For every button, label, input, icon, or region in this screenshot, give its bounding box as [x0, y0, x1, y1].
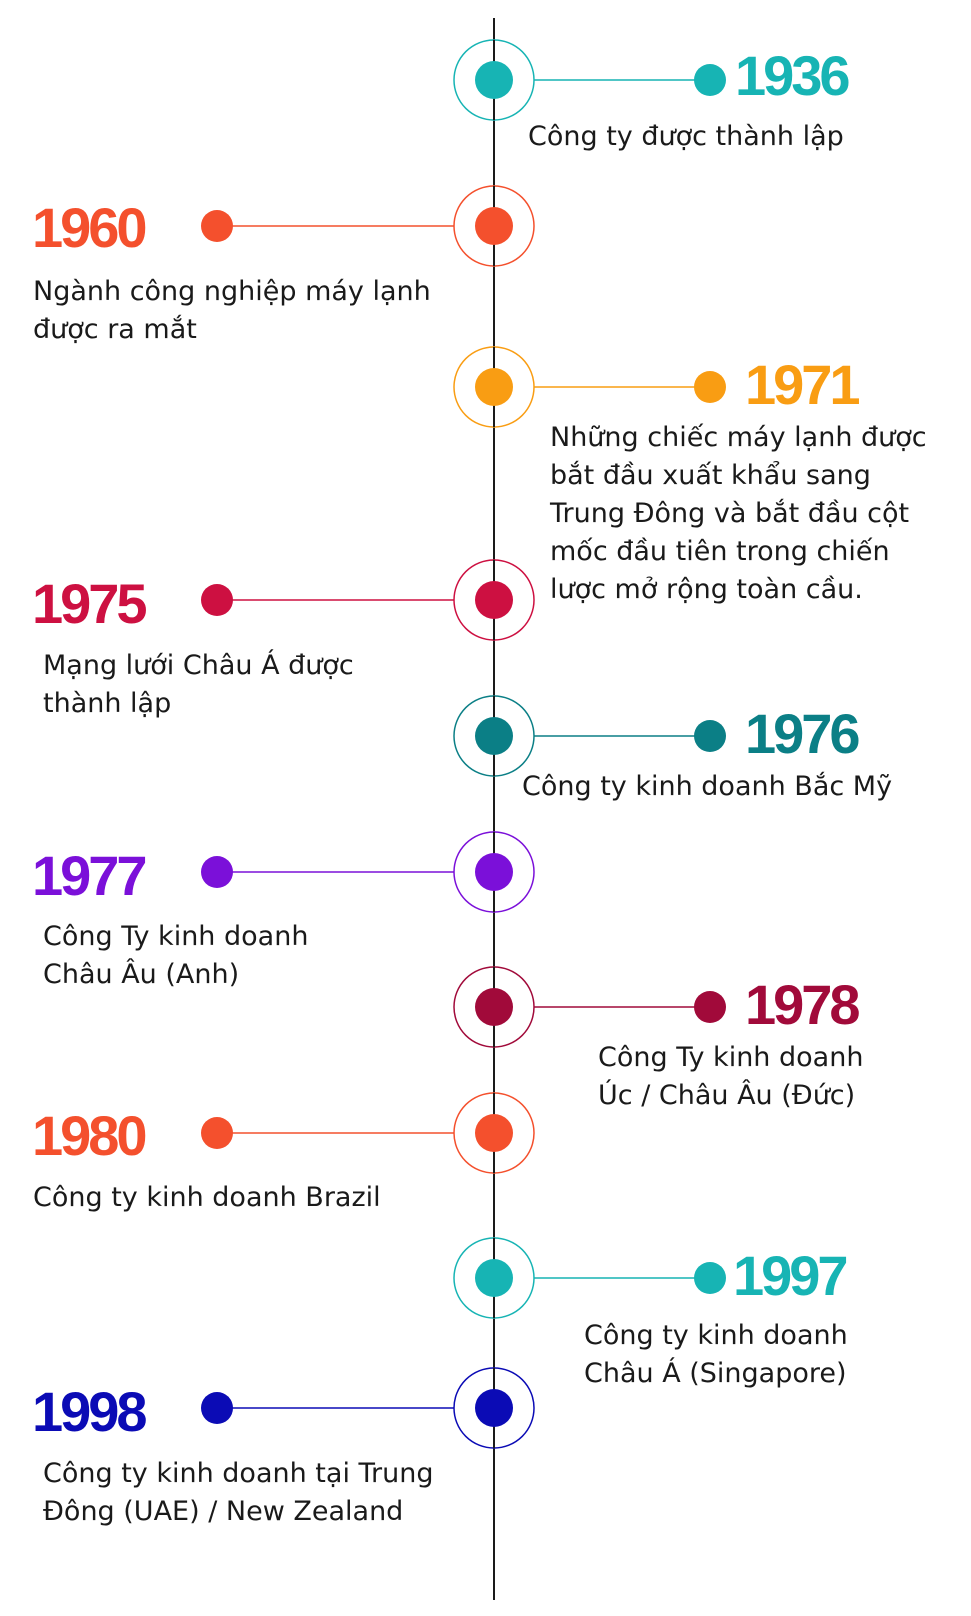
milestone-year: 1960 — [32, 196, 148, 259]
milestone-description: Công ty kinh doanh tại Trung Đông (UAE) … — [43, 1458, 434, 1527]
milestone-description: Công ty kinh doanh Châu Á (Singapore) — [584, 1320, 848, 1389]
connector-end-dot — [201, 210, 233, 242]
milestone-1975 — [201, 559, 535, 641]
milestone-description: Công ty kinh doanh Brazil — [33, 1182, 381, 1213]
milestone-year: 1976 — [745, 702, 861, 765]
milestone-year: 1978 — [745, 973, 861, 1036]
connector-end-dot — [201, 584, 233, 616]
milestone-1976 — [453, 695, 726, 777]
milestone-year: 1936 — [735, 44, 851, 107]
connector-end-dot — [201, 1117, 233, 1149]
milestone-1998 — [201, 1367, 535, 1449]
milestone-description: Những chiếc máy lạnh được bắt đầu xuất k… — [550, 422, 927, 605]
connector-end-dot — [201, 1392, 233, 1424]
node-dot — [475, 717, 513, 755]
milestone-1936 — [453, 39, 726, 121]
node-dot — [475, 207, 513, 245]
node-dot — [475, 1259, 513, 1297]
node-dot — [475, 61, 513, 99]
milestone-description: Công ty được thành lập — [528, 121, 844, 152]
node-dot — [475, 1114, 513, 1152]
connector-end-dot — [694, 64, 726, 96]
node-dot — [475, 1389, 513, 1427]
connector-end-dot — [694, 1262, 726, 1294]
milestone-description: Công ty kinh doanh Bắc Mỹ — [522, 771, 893, 802]
node-dot — [475, 581, 513, 619]
milestone-year: 1980 — [32, 1104, 148, 1167]
milestone-year: 1975 — [32, 572, 148, 635]
node-dot — [475, 988, 513, 1026]
milestone-year: 1977 — [32, 844, 148, 907]
milestone-description: Ngành công nghiệp máy lạnh được ra mắt — [33, 276, 431, 345]
milestone-year: 1997 — [733, 1244, 849, 1307]
connector-end-dot — [694, 371, 726, 403]
connector-end-dot — [201, 856, 233, 888]
milestone-1980 — [201, 1092, 535, 1174]
connector-end-dot — [694, 720, 726, 752]
milestone-description: Công Ty kinh doanh Châu Âu (Anh) — [43, 921, 309, 990]
milestone-year: 1998 — [32, 1380, 148, 1443]
milestone-description: Công Ty kinh doanh Úc / Châu Âu (Đức) — [598, 1042, 864, 1111]
connector-end-dot — [694, 991, 726, 1023]
milestone-1978 — [453, 966, 726, 1048]
node-dot — [475, 853, 513, 891]
node-dot — [475, 368, 513, 406]
milestone-year: 1971 — [745, 353, 861, 416]
milestone-1971 — [453, 346, 726, 428]
milestone-1997 — [453, 1237, 726, 1319]
milestone-1977 — [201, 831, 535, 913]
milestone-description: Mạng lưới Châu Á được thành lập — [43, 650, 354, 719]
milestone-1960 — [201, 185, 535, 267]
